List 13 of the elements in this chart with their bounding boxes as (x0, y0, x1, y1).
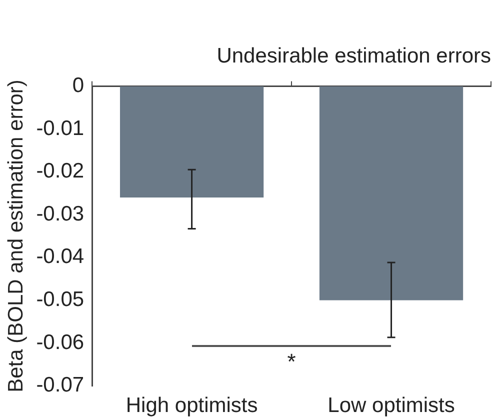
y-tick-label: -0.06 (36, 330, 84, 354)
annotation: * (286, 349, 297, 376)
chart-title: Undesirable estimation errors (216, 44, 491, 68)
y-tick-label: -0.01 (36, 116, 84, 140)
y-axis-title: Beta (BOLD and estimation error) (4, 80, 28, 392)
y-tick-label: -0.07 (36, 374, 84, 397)
y-tick-label: -0.03 (36, 202, 84, 226)
y-tick-label: -0.02 (36, 160, 84, 183)
y-tick-label: 0 (72, 74, 84, 97)
y-tick-label: -0.04 (36, 245, 84, 268)
x-tick-label: Low optimists (328, 394, 455, 418)
y-tick-label: -0.05 (36, 288, 84, 311)
x-tick-label: High optimists (126, 394, 258, 418)
